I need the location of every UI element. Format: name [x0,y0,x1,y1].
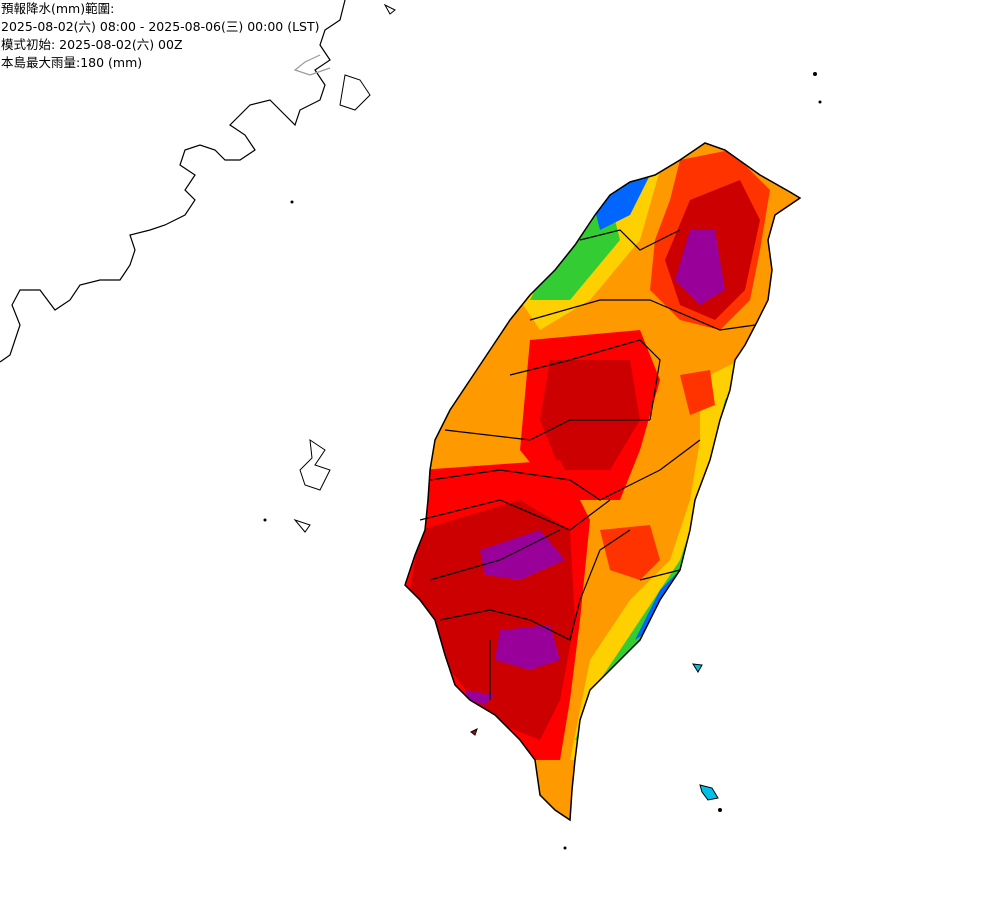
island [699,784,719,801]
small-islands [263,72,822,850]
coastline [293,54,331,76]
county-borders [419,229,756,700]
island [470,728,478,736]
header: 預報降水(mm)範圍: 2025-08-02(六) 08:00 - 2025-0… [1,0,320,72]
coastline [0,0,346,363]
islands [293,3,396,533]
header-line: 本島最大雨量:180 (mm) [1,55,143,70]
header-line: 2025-08-02(六) 08:00 - 2025-08-06(三) 00:0… [1,19,320,34]
header-line: 預報降水(mm)範圍: [1,1,115,16]
island [692,663,703,673]
header-line: 模式初始: 2025-08-02(六) 00Z [1,37,183,52]
